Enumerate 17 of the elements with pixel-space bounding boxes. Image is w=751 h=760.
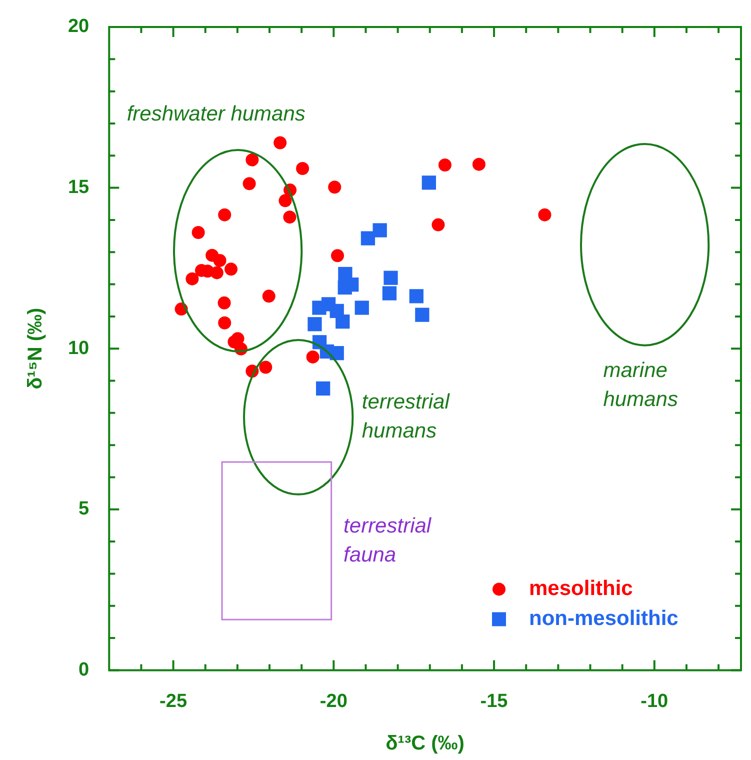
x-tick-label: -10 (640, 690, 668, 712)
x-tick-label: -25 (160, 690, 188, 712)
legend-label: non-mesolithic (529, 606, 679, 630)
y-axis-title: δ¹⁵N (‰) (24, 308, 47, 390)
x-tick-label: -20 (320, 690, 348, 712)
y-tick-label: 0 (78, 659, 90, 680)
legend-label: mesolithic (529, 576, 634, 600)
y-tick-label: 5 (78, 498, 90, 520)
annotation: terrestrial fauna (344, 514, 432, 567)
annotation: marine humans (603, 358, 678, 411)
y-tick-label: 20 (68, 16, 90, 38)
annotation: terrestrial humans (362, 390, 451, 442)
y-tick-label: 15 (68, 177, 90, 198)
x-tick-label: -15 (480, 690, 508, 712)
y-tick-label: 10 (68, 338, 90, 359)
annotation: freshwater humans (126, 102, 306, 126)
x-axis-title: δ¹³C (‰) (386, 732, 464, 755)
